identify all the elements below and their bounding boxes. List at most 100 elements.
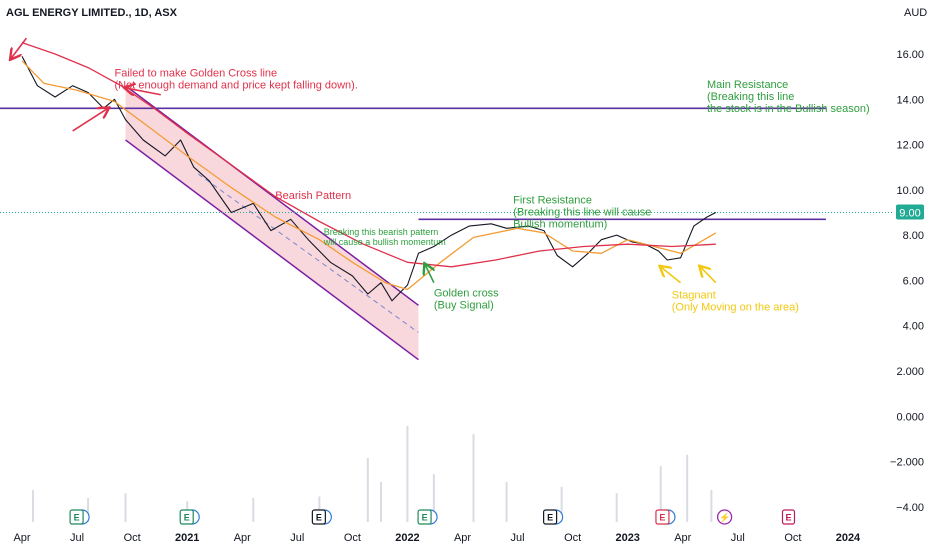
x-tick-label: Oct: [124, 532, 141, 544]
volume-bar: [710, 490, 713, 522]
event-marker-earnings: E: [179, 509, 200, 525]
event-label: E: [547, 513, 553, 523]
volume-bar: [615, 493, 618, 522]
resistance-lines: [0, 107, 892, 221]
event-label: E: [316, 513, 322, 523]
annotation-stagnant-line: (Only Moving on the area): [672, 302, 799, 314]
y-tick-label: 12.00: [896, 140, 924, 152]
x-tick-label: 2024: [836, 532, 861, 544]
volume-bar: [124, 493, 127, 522]
x-tick-label: Oct: [784, 532, 801, 544]
earnings-icon: [179, 509, 194, 525]
annotation-first-resistance-line: Bullish momentum): [513, 218, 607, 230]
annotation-breaking-bearish-line: will cause a bullish momentum: [323, 237, 446, 247]
arrow-green-golden-cross: [425, 265, 434, 284]
series-ma-slow: [21, 41, 716, 268]
annotation-failed-golden-cross-line: Failed to make Golden Cross line: [115, 68, 278, 80]
y-tick-label: 10.00: [896, 185, 924, 197]
event-marker-earnings: E: [655, 509, 676, 525]
x-tick-label: Apr: [13, 532, 30, 544]
event-marker-earnings: E: [69, 509, 90, 525]
volume-bars: [32, 426, 713, 522]
earnings-future-icon: [781, 509, 796, 525]
y-tick-label: −4.00: [896, 502, 924, 514]
arrow-yellow-1: [661, 267, 682, 284]
y-tick-label: 2.000: [896, 366, 924, 378]
volume-bar: [32, 490, 35, 522]
y-axis[interactable]: 16.00 14.00 12.00 10.00 8.00 6.00 4.00 2.000 0.0…: [890, 49, 924, 514]
x-tick-label: 2023: [615, 532, 639, 544]
volume-bar: [380, 482, 383, 522]
y-tick-label: 14.00: [896, 94, 924, 106]
event-marker-earnings-future: E: [781, 509, 796, 525]
volume-bar: [505, 482, 508, 522]
x-tick-label: Jul: [731, 532, 745, 544]
annotation-first-resistance-line: (Breaking this line will cause: [513, 206, 651, 218]
earnings-icon: [69, 509, 84, 525]
event-marker-flash: ⚡: [716, 509, 733, 525]
last-price-badge: [896, 204, 924, 220]
event-label: E: [74, 513, 80, 523]
x-axis[interactable]: Apr Jul Oct 2021 Apr Jul Oct 2022 Apr Jul Oct 2023 A…: [13, 532, 861, 544]
annotation-first-resistance-line: First Resistance: [513, 194, 592, 206]
price-series: [21, 41, 717, 302]
currency-label: AUD: [904, 7, 927, 19]
arrow-red-2: [126, 88, 161, 95]
last-price-label: 9.00: [896, 204, 924, 220]
channel-fill: [125, 85, 419, 360]
volume-bar: [432, 474, 435, 522]
y-tick-label: 8.00: [903, 230, 924, 242]
channel-lower-line: [125, 139, 419, 361]
x-tick-label: Apr: [674, 532, 691, 544]
y-tick-label: 16.00: [896, 49, 924, 61]
volume-bar: [406, 426, 409, 522]
event-label: ⚡: [719, 512, 730, 524]
annotation-main-resistance-line: (Breaking this line: [707, 91, 794, 103]
y-tick-label: 4.00: [903, 321, 924, 333]
series-ma-fast: [21, 60, 717, 291]
x-tick-label: Jul: [511, 532, 525, 544]
x-tick-label: 2021: [175, 532, 199, 544]
symbol-title: AGL ENERGY LIMITED., 1D, ASX: [6, 7, 178, 19]
volume-bar: [318, 496, 321, 522]
x-tick-label: Apr: [454, 532, 471, 544]
earnings-icon: [655, 509, 670, 525]
channel-upper-line: [125, 85, 419, 306]
annotation-breaking-bearish-line: Breaking this bearish pattern: [324, 227, 439, 237]
earnings-icon: [417, 509, 432, 525]
bearish-channel: [125, 85, 419, 361]
annotation-golden-cross-line: Golden cross: [434, 287, 499, 299]
annotation-bearish-pattern-line: Bearish Pattern: [275, 190, 351, 202]
annotations: Failed to make Golden Cross line(Not eno…: [115, 68, 870, 314]
arrow-red-1: [11, 37, 28, 58]
x-tick-label: Apr: [234, 532, 251, 544]
annotation-arrows: [11, 37, 717, 284]
arrow-yellow-2: [700, 267, 717, 284]
annotation-failed-golden-cross-line: (Not enough demand and price kept fallin…: [115, 80, 358, 92]
annotation-golden-cross-line: (Buy Signal): [434, 299, 494, 311]
volume-bar: [87, 498, 90, 522]
x-tick-label: Oct: [564, 532, 581, 544]
annotation-main-resistance-line: the stock is in the Bullish season): [707, 103, 870, 115]
arrow-red-3: [72, 108, 108, 132]
x-tick-label: 2022: [395, 532, 419, 544]
x-tick-label: Jul: [290, 532, 304, 544]
last-price-text: 9.00: [899, 207, 920, 219]
event-marker-earnings: E: [311, 509, 332, 525]
volume-bar: [252, 498, 255, 522]
event-label: E: [785, 513, 791, 523]
event-marker-earnings: E: [543, 509, 564, 525]
volume-bar: [686, 454, 689, 522]
x-tick-label: Jul: [70, 532, 84, 544]
y-tick-label: 0.000: [896, 411, 924, 423]
annotation-main-resistance-line: Main Resistance: [707, 79, 788, 91]
volume-bar: [366, 458, 369, 522]
channel-midline: [197, 173, 419, 333]
earnings-icon: [543, 509, 558, 525]
x-tick-label: Oct: [344, 532, 361, 544]
earnings-icon: [311, 509, 326, 525]
y-tick-label: 6.00: [903, 275, 924, 287]
event-label: E: [184, 513, 190, 523]
